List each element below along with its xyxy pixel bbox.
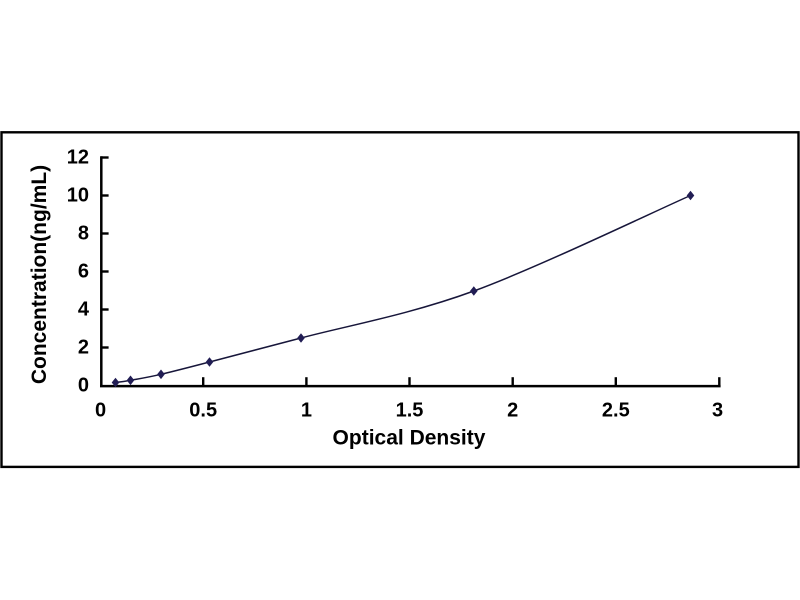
svg-text:Optical Density: Optical Density (333, 426, 486, 449)
svg-text:10: 10 (67, 185, 89, 207)
svg-text:0.5: 0.5 (189, 399, 217, 421)
svg-text:1: 1 (301, 399, 312, 421)
svg-text:6: 6 (78, 261, 89, 283)
svg-text:8: 8 (78, 223, 89, 245)
svg-text:Concentration(ng/mL): Concentration(ng/mL) (28, 165, 51, 384)
svg-text:0: 0 (78, 375, 89, 397)
svg-text:2: 2 (507, 399, 518, 421)
svg-text:2.5: 2.5 (602, 399, 630, 421)
svg-text:1.5: 1.5 (396, 399, 424, 421)
svg-text:12: 12 (67, 147, 89, 169)
svg-text:0: 0 (95, 399, 106, 421)
svg-text:3: 3 (712, 399, 723, 421)
svg-text:2: 2 (78, 337, 89, 359)
svg-text:4: 4 (78, 299, 90, 321)
